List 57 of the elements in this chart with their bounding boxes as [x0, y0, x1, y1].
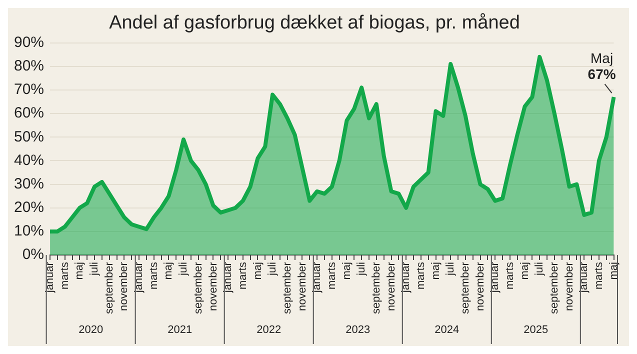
x-tick-label: september	[192, 262, 204, 314]
x-tick-label: marts	[236, 262, 249, 290]
x-tick-label: september	[459, 262, 472, 314]
text: 2022	[256, 324, 282, 336]
x-tick-label: marts	[592, 262, 605, 290]
x-tick-label: januar	[44, 262, 56, 294]
x-tick-label: maj	[74, 262, 86, 280]
x-tick-label: september	[548, 262, 560, 314]
chart-title: Andel af gasforbrug dækket af biogas, pr. måned	[109, 12, 520, 34]
x-tick-label: januar	[133, 262, 146, 294]
x-tick-label: januar	[578, 262, 590, 294]
text: 2024	[434, 324, 460, 336]
x-tick-label: november	[118, 262, 130, 311]
y-tick-label: 20%	[14, 199, 44, 216]
x-tick-label: maj	[518, 262, 531, 280]
text: 2021	[168, 324, 192, 336]
x-tick-label: september	[103, 262, 116, 314]
text: 2020	[78, 324, 104, 336]
text: 2025	[524, 324, 548, 336]
y-tick-label: 40%	[14, 152, 44, 169]
x-tick-label: juli	[534, 262, 546, 276]
x-tick-label: marts	[326, 262, 338, 290]
x-tick-label: januar	[311, 262, 324, 294]
x-tick-label: november	[296, 262, 308, 311]
x-tick-label: maj	[430, 262, 442, 280]
x-tick-label: januar	[400, 262, 412, 294]
x-tick-label: november	[207, 262, 220, 311]
y-tick-label: 30%	[14, 175, 44, 192]
x-tick-label: januar	[489, 262, 502, 294]
x-tick-label: marts	[148, 262, 160, 290]
text: 2023	[346, 324, 370, 336]
y-tick-label: 70%	[14, 81, 44, 98]
x-tick-label: marts	[414, 262, 427, 290]
x-tick-label: januar	[222, 262, 234, 294]
x-tick-label: november	[474, 262, 486, 311]
x-tick-label: maj	[162, 262, 175, 280]
x-tick-label: marts	[58, 262, 71, 290]
x-tick-label: juli	[444, 262, 457, 276]
x-tick-label: september	[281, 262, 294, 314]
y-tick-label: 0%	[22, 246, 44, 264]
y-tick-label: 90%	[14, 34, 44, 51]
x-tick-label: juli	[266, 262, 279, 276]
x-tick-label: marts	[504, 262, 516, 290]
x-tick-label: juli	[356, 262, 368, 276]
y-tick-label: 80%	[14, 58, 44, 75]
y-tick-label: 50%	[14, 128, 44, 146]
x-tick-label: november	[563, 262, 576, 311]
x-tick-label: november	[385, 262, 398, 311]
x-tick-label: maj	[608, 262, 620, 280]
y-tick-label: 60%	[14, 104, 44, 122]
x-tick-label: maj	[252, 262, 264, 280]
annotation: Maj 67%	[588, 50, 616, 82]
x-tick-label: maj	[340, 262, 353, 280]
x-tick-label: juli	[178, 262, 190, 276]
x-tick-label: september	[370, 262, 382, 314]
x-tick-label: juli	[88, 262, 101, 276]
y-tick-label: 10%	[14, 222, 44, 240]
